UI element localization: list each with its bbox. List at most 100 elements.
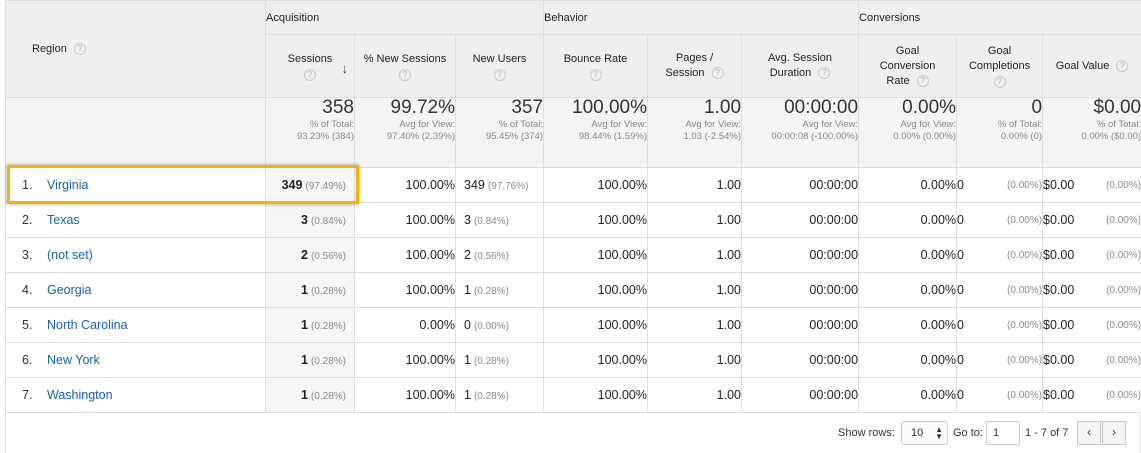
new-users-cell: 2 (0.56%) — [454, 237, 545, 273]
previous-page-button[interactable]: ‹ — [1077, 421, 1101, 445]
help-icon[interactable]: ? — [711, 67, 724, 80]
bounce-rate-cell: 100.00% — [543, 202, 649, 238]
totals-region-cell — [5, 97, 266, 168]
new-users-percent: (0.00%) — [473, 321, 509, 332]
goal-value-value: $0.00 — [1043, 353, 1075, 367]
behavior-group-header: Behavior — [543, 0, 860, 35]
goal-value-cell: $0.00 (0.00%) — [1042, 202, 1141, 238]
pages-session-cell: 1.00 — [647, 307, 743, 343]
avg-duration-cell: 00:00:00 — [741, 307, 860, 343]
sessions-value: 1 — [301, 353, 308, 367]
goal-completions-percent: (0.00%) — [1007, 319, 1043, 331]
total-value: 0.00% — [902, 97, 957, 118]
total-goal-rate: 0.00% Avg for View: 0.00% (0.00%) — [858, 97, 958, 168]
region-link[interactable]: Washington — [47, 388, 113, 402]
table-row: 3. (not set) 2 (0.56%) 100.00% 2 (0.56%) 100.00… — [5, 237, 1141, 273]
new-users-value: 1 — [464, 388, 471, 402]
total-value: 100.00% — [572, 97, 648, 118]
total-caption: 1.03 (-2.54%) — [683, 131, 742, 142]
goal-value-value: $0.00 — [1043, 178, 1075, 192]
bounce-rate-cell: 100.00% — [543, 167, 649, 203]
avg-session-duration-column-header[interactable]: Avg. Session Duration ? — [741, 34, 860, 98]
total-caption: Avg for View: — [900, 119, 957, 130]
region-link[interactable]: New York — [47, 353, 100, 367]
sessions-column-header[interactable]: Sessions ? ↓ — [265, 34, 355, 98]
total-goal-completions: 0% of Total: 0.00% (0) — [956, 97, 1044, 168]
sessions-value: 2 — [301, 248, 308, 262]
goal-completions-column-header[interactable]: Goal Completions ? — [956, 34, 1044, 98]
goal-rate-cell: 0.00% — [858, 237, 958, 273]
pct-new-sessions-column-header[interactable]: % New Sessions ? — [354, 34, 456, 98]
goal-conversion-rate-column-header[interactable]: Goal Conversion Rate ? — [858, 34, 958, 98]
goal-completions-header-label: Completions — [968, 60, 1031, 72]
pages-session-header-label: Session — [665, 67, 705, 79]
goal-conversion-header-label: Rate — [886, 74, 910, 87]
row-index: 3. — [22, 248, 33, 262]
region-link[interactable]: Virginia — [47, 178, 89, 192]
region-cell: 4. Georgia — [5, 272, 266, 308]
pages-session-column-header[interactable]: Pages / Session ? — [647, 34, 743, 98]
total-sessions: 358% of Total: 93.23% (384) — [265, 97, 355, 168]
goal-rate-cell: 0.00% — [858, 377, 958, 413]
region-link[interactable]: Georgia — [47, 283, 92, 297]
pct-new-sessions-cell: 100.00% — [354, 377, 456, 413]
goal-value-value: $0.00 — [1043, 248, 1075, 262]
show-rows-select[interactable]: 10 ▲ ▼ — [901, 421, 948, 445]
region-link[interactable]: Texas — [47, 213, 80, 227]
total-caption: 0.00% (0) — [1000, 131, 1043, 142]
sessions-value: 3 — [301, 213, 308, 227]
sort-descending-icon: ↓ — [341, 61, 349, 76]
help-icon[interactable]: ? — [1116, 59, 1129, 72]
new-users-percent: (0.28%) — [473, 391, 509, 402]
region-cell: 3. (not set) — [5, 237, 266, 273]
help-icon[interactable]: ? — [589, 68, 602, 81]
bounce-rate-column-header[interactable]: Bounce Rate ? — [543, 34, 649, 98]
sessions-value: 1 — [301, 283, 308, 297]
goal-rate-cell: 0.00% — [858, 167, 958, 203]
sessions-value: 349 — [281, 178, 303, 192]
pct-new-sessions-cell: 100.00% — [354, 167, 456, 203]
sessions-percent: (0.28%) — [310, 321, 346, 332]
next-page-button[interactable]: › — [1102, 421, 1126, 445]
new-users-cell: 3 (0.84%) — [454, 202, 545, 238]
goal-value-percent: (0.00%) — [1106, 319, 1141, 331]
new-users-value: 3 — [464, 213, 471, 227]
help-icon[interactable]: ? — [993, 76, 1006, 88]
table-row: 1. Virginia 349 (97.49%) 100.00% 349 (97.76%) 1… — [5, 167, 1141, 203]
avg-duration-cell: 00:00:00 — [741, 342, 860, 378]
region-link[interactable]: (not set) — [47, 248, 93, 262]
help-icon[interactable]: ? — [916, 74, 929, 87]
goto-page-input[interactable]: 1 — [986, 421, 1020, 445]
goal-value-column-header[interactable]: Goal Value ? — [1042, 34, 1141, 98]
total-caption: 0.00% (0.00%) — [893, 131, 957, 142]
help-icon[interactable]: ? — [493, 68, 506, 81]
goal-value-percent: (0.00%) — [1106, 214, 1141, 226]
goal-completions-cell: 0 (0.00%) — [956, 167, 1044, 203]
sessions-header-label: Sessions — [287, 52, 333, 65]
region-link[interactable]: North Carolina — [47, 318, 128, 332]
goal-completions-header-label: Goal — [987, 45, 1012, 57]
goal-completions-percent: (0.00%) — [1007, 249, 1043, 261]
help-icon[interactable]: ? — [818, 67, 831, 80]
total-caption: 98.44% (1.59%) — [578, 131, 648, 142]
region-column-header[interactable]: Region ? — [5, 0, 266, 98]
select-caret-icon: ▲ ▼ — [935, 425, 943, 441]
avg-session-header-label: Duration — [769, 67, 812, 79]
goal-value-header-label: Goal Value — [1055, 59, 1110, 72]
help-icon[interactable]: ? — [399, 68, 411, 81]
sessions-cell: 3 (0.84%) — [265, 202, 355, 238]
avg-duration-cell: 00:00:00 — [741, 167, 860, 203]
goal-value-cell: $0.00 (0.00%) — [1042, 307, 1141, 343]
total-caption: % of Total: — [1096, 119, 1141, 130]
goal-completions-value: 0 — [957, 283, 964, 297]
total-goal-value: $0.00% of Total: 0.00% ($0.00) — [1042, 97, 1141, 168]
total-caption: 97.40% (2.39%) — [386, 131, 455, 142]
help-icon[interactable]: ? — [73, 43, 86, 56]
sessions-cell: 1 (0.28%) — [265, 342, 355, 378]
new-users-column-header[interactable]: New Users ? — [454, 34, 545, 98]
help-icon[interactable]: ? — [304, 68, 316, 81]
new-users-percent: (0.84%) — [473, 216, 509, 227]
goal-rate-cell: 0.00% — [858, 202, 958, 238]
goal-conversion-header-label: Conversion — [879, 59, 936, 72]
new-users-value: 2 — [464, 248, 471, 262]
